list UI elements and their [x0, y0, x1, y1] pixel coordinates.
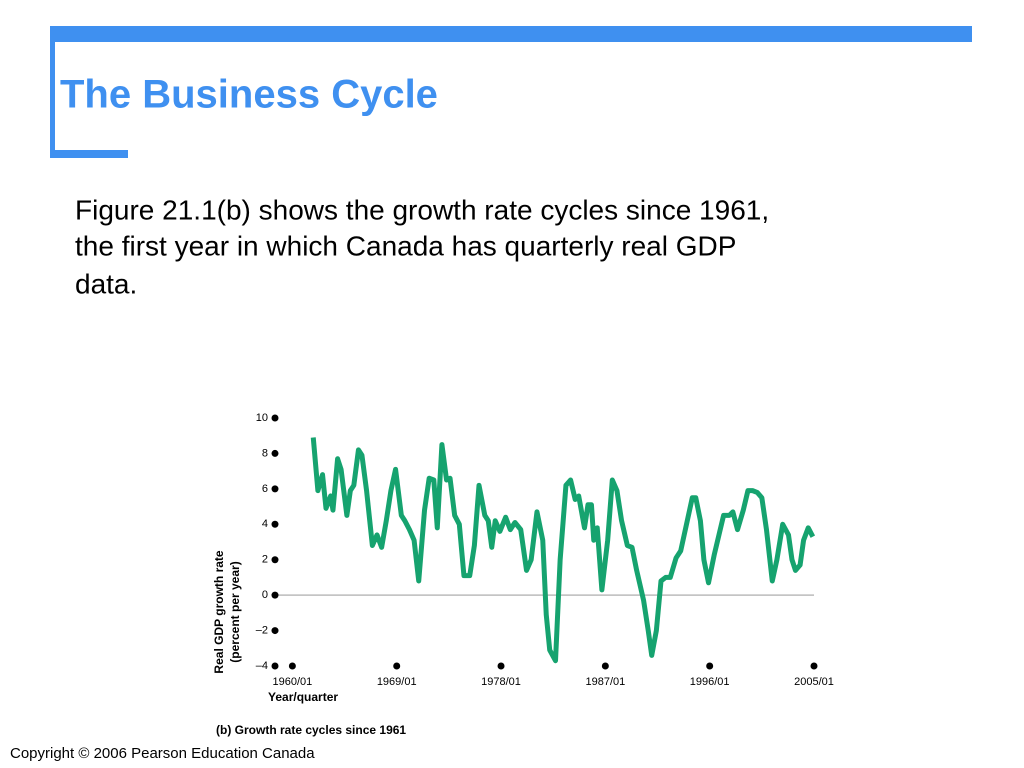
- body-text: Figure 21.1(b) shows the growth rate cyc…: [75, 194, 769, 225]
- x-tick-dot: [288, 662, 296, 670]
- top-bar: [50, 26, 972, 42]
- slide-title: The Business Cycle: [60, 73, 438, 117]
- y-tick-label: 2: [262, 554, 268, 566]
- x-tick-dot: [393, 662, 401, 670]
- x-tick-dot: [810, 662, 818, 670]
- x-tick-label: 2005/01: [794, 676, 834, 688]
- chart-caption: (b) Growth rate cycles since 1961: [216, 723, 406, 737]
- y-tick-label: –2: [256, 624, 268, 636]
- y-axis-label: (percent per year): [228, 561, 242, 662]
- y-tick-dot: [271, 627, 279, 635]
- y-axis-label: Real GDP growth rate: [212, 550, 226, 673]
- y-tick-label: –4: [256, 660, 268, 672]
- y-tick-label: 8: [262, 447, 268, 459]
- x-tick-dot: [497, 662, 505, 670]
- x-tick-label: 1969/01: [377, 676, 417, 688]
- y-tick-label: 6: [262, 483, 268, 495]
- y-tick-label: 0: [262, 589, 268, 601]
- x-tick-label: 1987/01: [585, 676, 625, 688]
- body-text: data.: [75, 268, 137, 299]
- y-tick-dot: [271, 662, 279, 670]
- x-tick-dot: [601, 662, 609, 670]
- y-tick-label: 10: [256, 412, 268, 424]
- left-bar: [50, 26, 55, 158]
- x-axis-label: Year/quarter: [268, 690, 338, 704]
- x-tick-dot: [706, 662, 714, 670]
- y-tick-dot: [271, 556, 279, 564]
- y-tick-dot: [271, 520, 279, 528]
- data-line: [310, 437, 816, 664]
- bottom-bar: [50, 150, 128, 158]
- y-tick-label: 4: [262, 518, 268, 530]
- footer: Copyright © 2006 Pearson Education Canad…: [10, 745, 315, 762]
- x-tick-label: 1978/01: [481, 676, 521, 688]
- x-tick-label: 1960/01: [273, 676, 313, 688]
- y-tick-dot: [271, 449, 279, 457]
- y-tick-dot: [271, 485, 279, 493]
- y-tick-dot: [271, 591, 279, 599]
- body-text: the first year in which Canada has quart…: [75, 230, 736, 261]
- y-tick-dot: [271, 414, 279, 422]
- x-tick-label: 1996/01: [690, 676, 730, 688]
